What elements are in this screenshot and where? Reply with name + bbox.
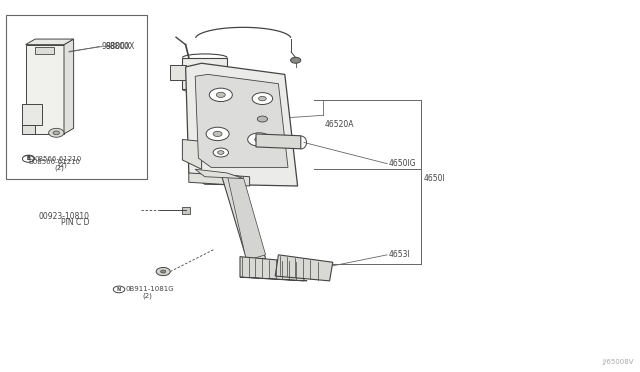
- Text: 08566-61210: 08566-61210: [35, 156, 82, 162]
- Polygon shape: [189, 173, 250, 186]
- Text: N: N: [117, 287, 121, 292]
- Circle shape: [22, 155, 34, 162]
- Text: 4650lG: 4650lG: [389, 159, 417, 168]
- Polygon shape: [22, 125, 35, 134]
- Polygon shape: [195, 169, 243, 179]
- Text: 4653l: 4653l: [389, 250, 411, 259]
- Circle shape: [257, 116, 268, 122]
- Polygon shape: [186, 63, 298, 186]
- Polygon shape: [26, 45, 64, 134]
- Text: J/65008V: J/65008V: [602, 359, 634, 365]
- Polygon shape: [170, 65, 186, 80]
- Polygon shape: [227, 175, 266, 260]
- Circle shape: [259, 96, 266, 101]
- Text: (2): (2): [142, 292, 152, 299]
- Polygon shape: [240, 277, 307, 281]
- Polygon shape: [64, 39, 74, 134]
- Polygon shape: [240, 257, 304, 281]
- Polygon shape: [221, 173, 266, 259]
- Circle shape: [216, 92, 225, 97]
- Circle shape: [206, 127, 229, 141]
- Text: 98800X: 98800X: [106, 42, 135, 51]
- Circle shape: [255, 137, 264, 142]
- Polygon shape: [182, 140, 202, 169]
- Polygon shape: [22, 104, 42, 125]
- Circle shape: [53, 131, 60, 135]
- Circle shape: [291, 57, 301, 63]
- Polygon shape: [256, 134, 301, 149]
- Text: B: B: [27, 156, 31, 161]
- Circle shape: [209, 88, 232, 102]
- Text: B: B: [26, 156, 30, 161]
- Text: 0B911-1081G: 0B911-1081G: [125, 286, 174, 292]
- Polygon shape: [195, 74, 288, 167]
- Circle shape: [161, 270, 166, 273]
- Text: (2): (2): [58, 162, 67, 169]
- Circle shape: [113, 286, 125, 293]
- Text: B08566-61210: B08566-61210: [29, 159, 81, 165]
- Circle shape: [23, 155, 35, 162]
- Circle shape: [248, 133, 271, 146]
- Circle shape: [252, 93, 273, 105]
- Circle shape: [213, 131, 222, 137]
- Polygon shape: [35, 46, 54, 54]
- Text: PIN C D: PIN C D: [61, 218, 90, 227]
- Text: 4650l: 4650l: [424, 174, 445, 183]
- Circle shape: [49, 128, 64, 137]
- Text: 46520A: 46520A: [324, 120, 354, 129]
- Polygon shape: [182, 58, 227, 89]
- Circle shape: [218, 151, 224, 154]
- Bar: [6, 15, 147, 179]
- Text: 98800X: 98800X: [101, 42, 131, 51]
- Circle shape: [213, 148, 228, 157]
- Bar: [182, 207, 190, 214]
- Text: 00923-10810: 00923-10810: [38, 212, 90, 221]
- Circle shape: [156, 267, 170, 276]
- Text: (2): (2): [54, 164, 64, 171]
- Polygon shape: [275, 255, 333, 281]
- Polygon shape: [26, 39, 74, 45]
